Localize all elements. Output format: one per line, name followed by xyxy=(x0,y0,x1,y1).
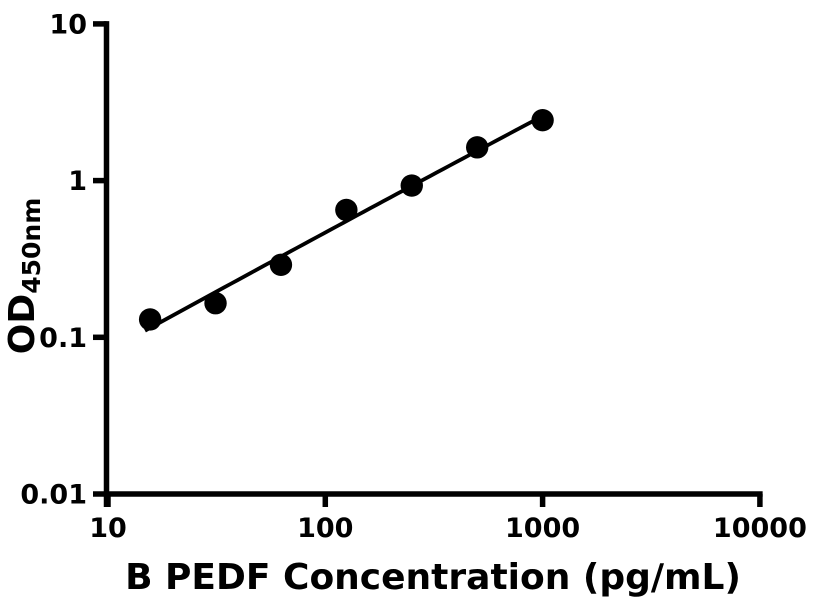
data-point xyxy=(204,292,227,315)
y-tick-label: 0.01 xyxy=(20,480,87,511)
y-axis-title-main: OD xyxy=(2,294,43,355)
data-point xyxy=(400,174,423,197)
data-point xyxy=(531,108,554,132)
y-tick-label: 10 xyxy=(49,9,87,40)
y-axis-title-subscript: 450nm xyxy=(17,198,46,294)
data-point xyxy=(335,198,358,222)
x-tick-label: 10000 xyxy=(713,513,807,544)
x-tick-label: 100 xyxy=(297,513,353,544)
data-point xyxy=(138,308,162,331)
y-axis-title: OD450nm xyxy=(2,198,46,355)
y-tick-label: 1 xyxy=(68,166,87,197)
x-tick-label: 10 xyxy=(89,513,127,544)
x-axis-title: B PEDF Concentration (pg/mL) xyxy=(125,557,741,598)
y-tick-label: 0.1 xyxy=(39,323,87,354)
data-point xyxy=(269,253,293,277)
data-point xyxy=(465,136,489,159)
x-tick-label: 1000 xyxy=(505,513,580,544)
